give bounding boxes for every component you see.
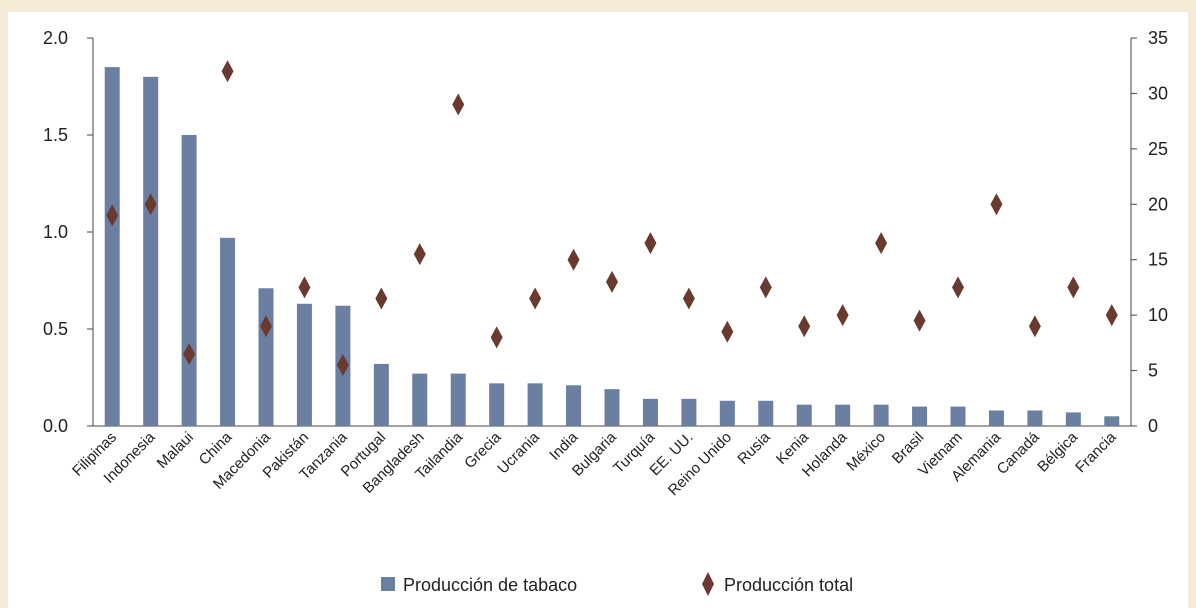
bar — [258, 288, 274, 426]
bar — [988, 410, 1004, 426]
category-label: México — [843, 429, 889, 475]
chart-frame: 0.0 0.5 1.0 1.5 2.0 0 5 10 15 20 25 30 35 Filipinas… — [8, 12, 1188, 608]
diamond-point — [875, 232, 888, 255]
bar — [181, 135, 197, 426]
bar — [642, 398, 658, 426]
diamond-point — [798, 315, 811, 338]
diamond-point — [452, 93, 465, 116]
bar — [412, 373, 428, 426]
right-tick-label: 10 — [1148, 305, 1168, 325]
diamond-point — [298, 276, 311, 299]
diamond-point — [413, 243, 426, 266]
left-tick-label: 0.5 — [43, 319, 68, 339]
legend-label-diamond: Producción total — [724, 575, 853, 595]
category-label: Ucrania — [494, 428, 543, 477]
bar — [296, 303, 312, 426]
diamond-point — [183, 342, 196, 365]
right-tick-label: 5 — [1148, 361, 1158, 381]
right-tick-label: 35 — [1148, 28, 1168, 48]
diamond-point — [221, 60, 234, 83]
diamond-point — [606, 270, 618, 293]
bar — [373, 363, 389, 426]
bar — [450, 373, 466, 426]
diamond-point — [952, 276, 964, 299]
bar — [1065, 412, 1081, 426]
diamond-point — [990, 193, 1003, 216]
diamond-point — [836, 304, 849, 327]
left-y-axis: 0.0 0.5 1.0 1.5 2.0 — [43, 28, 1131, 436]
diamond-point — [567, 248, 580, 271]
right-tick-label: 25 — [1148, 139, 1168, 159]
bar — [758, 400, 774, 426]
bar — [873, 404, 889, 426]
category-label: Canadá — [994, 428, 1044, 478]
bar — [950, 406, 966, 426]
left-tick-label: 1.0 — [43, 222, 68, 242]
legend: Producción de tabaco Producción total — [381, 572, 853, 596]
bar — [835, 404, 851, 426]
right-tick-label: 30 — [1148, 83, 1168, 103]
bar — [604, 389, 620, 426]
bar — [719, 400, 735, 426]
diamond-point — [1028, 315, 1041, 338]
category-label: India — [546, 428, 581, 463]
diamond-point — [144, 193, 157, 216]
legend-swatch-bar — [381, 577, 395, 591]
diamond-point — [682, 287, 695, 310]
left-tick-label: 1.5 — [43, 125, 68, 145]
diamond-point — [759, 276, 772, 299]
diamond-point — [260, 315, 272, 338]
diamond-point — [106, 204, 119, 227]
category-label: Rusia — [734, 428, 774, 468]
right-tick-label: 20 — [1148, 194, 1168, 214]
bar-series — [104, 67, 1120, 427]
bar — [143, 76, 159, 427]
bar — [527, 383, 543, 426]
diamond-point — [375, 287, 388, 310]
diamond-point — [336, 354, 349, 377]
category-label: Malaui — [154, 429, 197, 472]
bar — [104, 67, 120, 426]
right-y-axis: 0 5 10 15 20 25 30 35 — [1130, 28, 1168, 436]
bar — [220, 237, 236, 426]
diamond-point — [1105, 304, 1118, 327]
legend-label-bar: Producción de tabaco — [403, 575, 577, 595]
left-tick-label: 2.0 — [43, 28, 68, 48]
bar — [1104, 416, 1120, 426]
diamond-point — [913, 309, 926, 332]
category-label: Bélgica — [1034, 428, 1081, 475]
legend-swatch-diamond — [702, 572, 714, 596]
combo-chart: 0.0 0.5 1.0 1.5 2.0 0 5 10 15 20 25 30 35 Filipinas… — [43, 28, 1168, 596]
bar — [681, 398, 697, 426]
left-tick-label: 0.0 — [43, 416, 68, 436]
right-tick-label: 0 — [1148, 416, 1158, 436]
bar — [489, 383, 505, 426]
bar — [1027, 410, 1043, 426]
diamond-point — [721, 320, 734, 343]
right-tick-label: 15 — [1148, 250, 1168, 270]
bar — [566, 385, 582, 426]
bar — [912, 406, 928, 426]
category-labels: FilipinasIndonesiaMalauiChinaMacedoniaPa… — [69, 428, 1120, 499]
diamond-point — [529, 287, 542, 310]
diamond-point — [490, 326, 503, 349]
diamond-series — [106, 60, 1118, 377]
diamond-point — [644, 232, 657, 255]
bar — [796, 404, 812, 426]
category-label: Francia — [1072, 428, 1120, 476]
diamond-point — [1067, 276, 1080, 299]
